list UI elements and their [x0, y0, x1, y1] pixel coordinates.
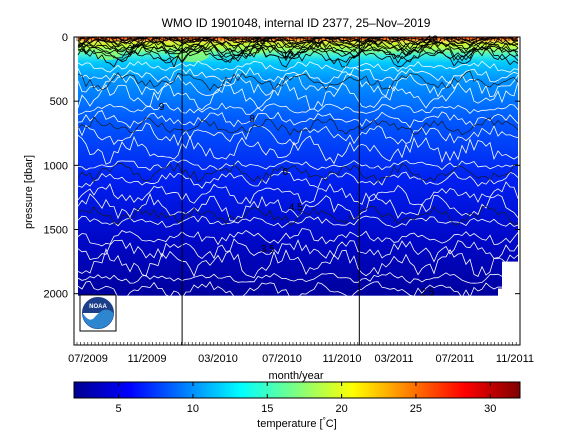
- contour-line-isotherm: [77, 122, 519, 147]
- contour-line-upper: [77, 47, 519, 69]
- x-tick-label: 11/2009: [128, 353, 167, 365]
- x-tick-label: 03/2011: [375, 353, 414, 365]
- contour-label: 6: [282, 167, 288, 178]
- contour-line-isotherm: [77, 247, 519, 279]
- x-tick-label: 11/2011: [496, 353, 534, 365]
- colorbar-tick-label: 25: [410, 403, 422, 415]
- x-axis-label: month/year: [268, 370, 323, 382]
- y-tick-label: 1500: [44, 225, 68, 237]
- contour-line-upper: [77, 38, 519, 55]
- contour-line-isotherm: [77, 192, 519, 222]
- y-axis: 0 500 1000 1500 2000: [44, 32, 520, 301]
- x-tick-label: 07/2010: [262, 353, 302, 365]
- colorbar-unit-degree: °: [323, 416, 326, 425]
- field-gap: [502, 261, 520, 298]
- contour-label: 3.5: [261, 244, 275, 255]
- contour-line-dark: [77, 205, 519, 226]
- colorbar-tick-label: 5: [116, 403, 122, 415]
- surface-warm-layer: [78, 37, 518, 43]
- y-tick-label: 1000: [44, 160, 68, 172]
- x-tick-label: 03/2010: [198, 353, 238, 365]
- colorbar-unit-c: C: [326, 418, 334, 430]
- contour-line-upper: [77, 37, 519, 45]
- contour-line-isotherm: [77, 81, 519, 111]
- x-tick-label: 07/2009: [68, 353, 108, 365]
- contour-line-isotherm: [77, 102, 519, 115]
- contour-line-isotherm: [77, 109, 519, 129]
- colorbar-tick-label: 20: [335, 403, 347, 415]
- contour-label: 13: [427, 35, 439, 46]
- contour-line-isotherm: [77, 181, 519, 206]
- contour-line-isotherm: [77, 60, 519, 73]
- contour-line-isotherm: [77, 134, 519, 165]
- x-tick-label: 07/2011: [436, 353, 475, 365]
- contour-line-dark: [77, 116, 519, 136]
- contour-line-isotherm: [77, 238, 519, 263]
- contour-line-upper: [77, 43, 519, 62]
- contour-line-isotherm: [77, 73, 519, 98]
- contour-line-isotherm: [77, 159, 519, 171]
- colorbar-tick-label: 10: [187, 403, 199, 415]
- contour-label: 12: [283, 51, 295, 62]
- contour-labels: 14 13 12 9 8 6 4.5 3.5 2.5: [159, 35, 439, 299]
- x-axis: 07/2009 11/2009 03/2010 07/2010 11/2010 03/20…: [68, 37, 534, 365]
- y-tick-label: 500: [50, 96, 68, 108]
- contour-line-dark: [77, 162, 519, 183]
- contour-label: 14: [255, 37, 267, 48]
- colorbar: [73, 381, 521, 399]
- chart-title: WMO ID 1901048, internal ID 2377, 25–Nov…: [162, 16, 431, 30]
- contour-label: 2.5: [420, 287, 434, 298]
- noaa-logo-icon: NOAA: [79, 294, 117, 332]
- contour-line-isotherm: [77, 215, 519, 229]
- y-axis-label: pressure [dbar]: [23, 155, 35, 229]
- contour-line-upper: [77, 37, 519, 42]
- colorbar-ticks: 5 10 15 20 25 30: [116, 382, 496, 415]
- y-tick-label: 0: [62, 32, 68, 44]
- colorbar-tick-label: 15: [261, 403, 273, 415]
- contour-line-upper: [77, 37, 519, 51]
- y-tick-label: 2000: [44, 289, 68, 301]
- contour-line-isotherm: [77, 280, 519, 300]
- colorbar-label: temperature [°C]: [257, 416, 337, 430]
- contour-line-isotherm: [77, 170, 519, 189]
- contour-line-isotherm: [77, 228, 519, 247]
- isotherm-contours: [77, 37, 519, 300]
- contour-line-isotherm: [77, 272, 519, 284]
- colorbar-tick-label: 30: [484, 403, 496, 415]
- contour-label: 8: [249, 114, 255, 125]
- x-tick-label: 11/2010: [323, 353, 362, 365]
- plot-border: [73, 36, 521, 346]
- contour-label: 9: [159, 102, 165, 113]
- field-gap: [498, 288, 502, 299]
- svg-text:NOAA: NOAA: [89, 304, 107, 310]
- contour-line-dark: [77, 70, 519, 92]
- vertical-markers: [181, 37, 360, 345]
- contour-label: 4.5: [289, 203, 303, 214]
